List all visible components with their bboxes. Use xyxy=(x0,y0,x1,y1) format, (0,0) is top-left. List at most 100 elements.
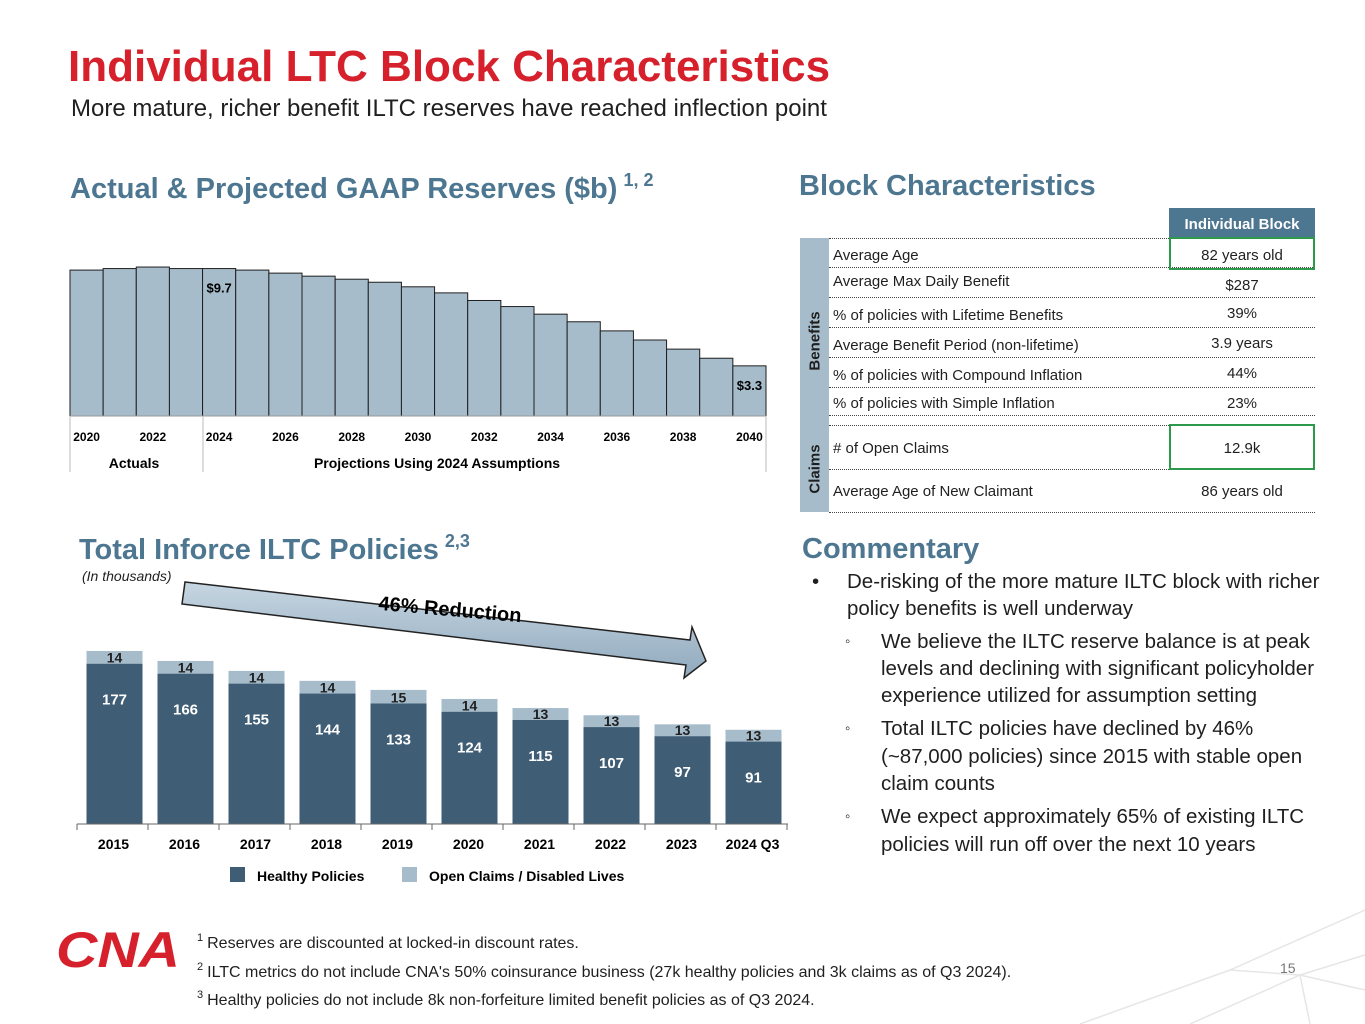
row-label: % of policies with Compound Inflation xyxy=(833,367,1083,384)
reserve-bar xyxy=(467,299,502,417)
healthy-value-label: 115 xyxy=(528,748,552,765)
healthy-bar xyxy=(157,673,214,824)
footnote-text: Reserves are discounted at locked-in dis… xyxy=(207,935,579,952)
row-label: Average Max Daily Benefit xyxy=(833,273,1010,290)
reserves-heading: Actual & Projected GAAP Reserves ($b) 1, … xyxy=(70,170,653,206)
claims-value-label: 13 xyxy=(675,722,691,738)
sub-bullet-marker: ◦ xyxy=(845,720,851,738)
healthy-value-label: 97 xyxy=(674,764,691,781)
footnote-text: Healthy policies do not include 8k non-f… xyxy=(207,992,815,1009)
policies-x-label: 2017 xyxy=(240,836,271,852)
table-row: Average Benefit Period (non-lifetime) 3.… xyxy=(829,328,1315,358)
benefits-label: Benefits xyxy=(806,310,823,371)
reserve-bar xyxy=(168,268,204,417)
reserve-bar xyxy=(632,339,668,417)
legend-healthy-label: Healthy Policies xyxy=(257,868,365,884)
benefits-band: Benefits xyxy=(800,238,829,443)
claims-bar xyxy=(654,724,711,737)
reserve-tick-label: 2032 xyxy=(471,430,498,444)
row-label: % of policies with Lifetime Benefits xyxy=(833,307,1064,324)
healthy-value-label: 144 xyxy=(315,722,341,739)
legend-healthy-swatch xyxy=(230,867,245,882)
sub-bullet-text: We expect approximately 65% of existing … xyxy=(881,805,1305,856)
page-number: 15 xyxy=(1280,960,1296,976)
column-header: Individual Block xyxy=(1169,208,1315,238)
sub-bullet-text: Total ILTC policies have declined by 46%… xyxy=(881,717,1303,796)
sub-bullet-text: We believe the ILTC reserve balance is a… xyxy=(881,629,1315,708)
policies-x-label: 2024 Q3 xyxy=(726,836,780,852)
block-heading: Block Characteristics xyxy=(799,170,1096,202)
reserve-tick-label: 2036 xyxy=(604,430,631,444)
row-label: Average Benefit Period (non-lifetime) xyxy=(833,337,1079,354)
projections-label: Projections Using 2024 Assumptions xyxy=(314,455,560,471)
claims-value-label: 14 xyxy=(320,680,336,696)
policies-x-label: 2022 xyxy=(595,836,626,852)
table-row: # of Open Claims 12.9k xyxy=(829,425,1315,470)
bullet-text: De-risking of the more mature ILTC block… xyxy=(847,570,1320,621)
legend-claims-label: Open Claims / Disabled Lives xyxy=(429,868,625,884)
logo-text: CNA xyxy=(56,926,180,972)
decor-line xyxy=(1189,954,1365,1024)
healthy-bar xyxy=(583,727,640,824)
policies-x-label: 2019 xyxy=(382,836,413,852)
healthy-value-label: 91 xyxy=(745,770,762,787)
claims-bar xyxy=(512,708,569,720)
healthy-bar xyxy=(228,683,285,824)
reserve-bar xyxy=(135,266,170,417)
healthy-bar xyxy=(441,711,498,824)
average-age-highlight xyxy=(1169,237,1315,270)
reserve-bar xyxy=(566,321,601,417)
policies-x-label: 2020 xyxy=(453,836,484,852)
reserve-tick-label: 2024 xyxy=(206,430,233,444)
page-title: Individual LTC Block Characteristics xyxy=(68,42,831,91)
healthy-bar xyxy=(725,741,782,824)
claims-value-label: 14 xyxy=(107,650,123,666)
row-value: 12.9k xyxy=(1223,440,1261,457)
claims-value-label: 13 xyxy=(746,728,762,744)
table-row: % of policies with Compound Inflation 44… xyxy=(829,358,1315,388)
claims-bar xyxy=(299,680,356,694)
footnote: 1 Reserves are discounted at locked-in di… xyxy=(197,927,1011,956)
row-label: # of Open Claims xyxy=(833,440,949,457)
footnote-text: ILTC metrics do not include CNA's 50% co… xyxy=(207,963,1012,981)
healthy-value-label: 107 xyxy=(599,755,624,772)
reserve-tick-label: 2030 xyxy=(405,430,432,444)
reserve-tick-label: 2026 xyxy=(272,430,299,444)
policies-heading: Total Inforce ILTC Policies 2,3 xyxy=(79,531,470,567)
actuals-label: Actuals xyxy=(109,455,160,471)
claims-bar xyxy=(725,729,782,742)
healthy-value-label: 133 xyxy=(386,732,411,749)
decor-line xyxy=(1229,969,1365,991)
row-value: 82 years old xyxy=(1201,247,1283,264)
reserve-tick-label: 2040 xyxy=(736,430,763,444)
claims-bar xyxy=(370,689,427,704)
claims-value-label: 14 xyxy=(249,670,265,686)
reserve-bar xyxy=(69,269,104,417)
healthy-bar xyxy=(370,703,427,824)
sub-bullet-marker: ◦ xyxy=(845,808,851,826)
row-value: 23% xyxy=(1226,395,1258,412)
reserve-data-label: $9.7 xyxy=(206,281,231,296)
reserve-tick-label: 2028 xyxy=(338,430,365,444)
claims-label: Claims xyxy=(806,443,823,494)
reserves-chart: 2020 2022 2024 2026 2028 2030 2032 2034 2036 2038… xyxy=(69,266,767,472)
claims-value-label: 13 xyxy=(533,706,549,722)
reserve-bar xyxy=(268,272,303,417)
row-value: 3.9 years xyxy=(1211,335,1273,352)
policies-x-label: 2015 xyxy=(98,836,129,852)
reserve-data-label: $3.3 xyxy=(737,378,762,393)
table-row: % of policies with Lifetime Benefits 39% xyxy=(829,298,1315,328)
reserve-bar xyxy=(235,269,270,417)
open-claims-highlight xyxy=(1169,424,1315,470)
healthy-bar xyxy=(654,736,711,824)
reserve-bar xyxy=(334,278,369,417)
list-item: • De-risking of the more mature ILTC bloc… xyxy=(812,568,1322,623)
reserve-bar xyxy=(599,330,634,417)
healthy-value-label: 177 xyxy=(102,692,127,709)
reserve-bar xyxy=(102,268,137,417)
claims-bar xyxy=(228,670,285,684)
block-characteristics-table: Individual Block Benefits Claims Average… xyxy=(800,208,1315,518)
row-value: 39% xyxy=(1226,305,1258,322)
units-note: (In thousands) xyxy=(82,568,172,584)
reserve-tick-label: 2038 xyxy=(670,430,697,444)
